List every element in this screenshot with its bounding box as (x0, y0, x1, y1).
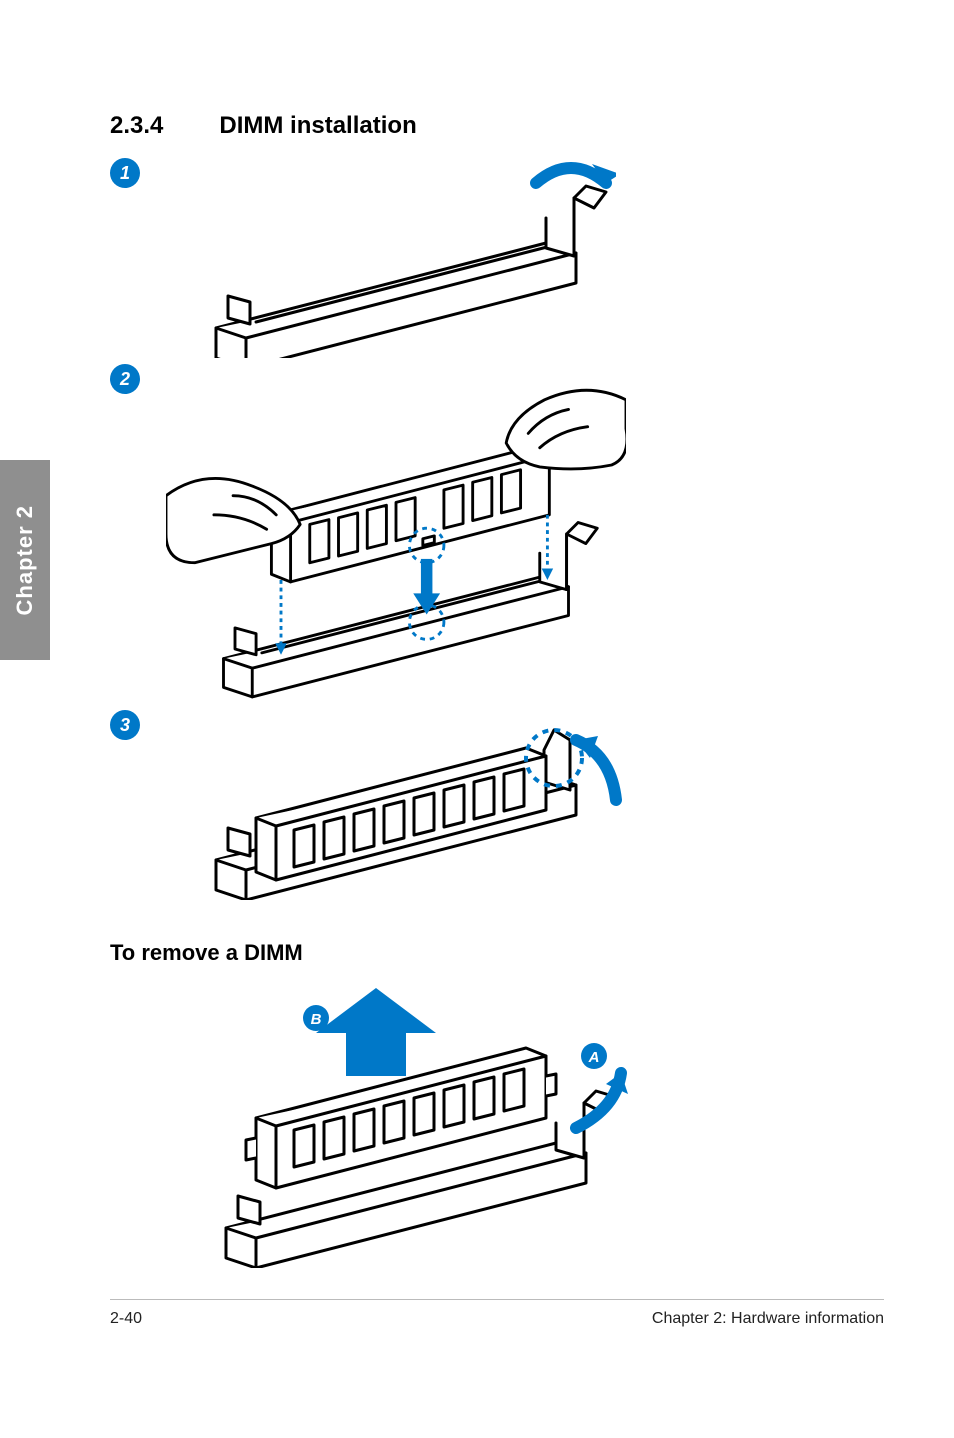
step-2-row: 2 (110, 364, 850, 704)
step-3-diagram (166, 710, 626, 900)
section-number: 2.3.4 (110, 112, 163, 140)
chapter-tab-label: Chapter 2 (12, 505, 38, 615)
content-area: 2.3.4 DIMM installation 1 (110, 112, 850, 1268)
step-3-badge: 3 (110, 710, 140, 740)
remove-label-b: B (311, 1011, 322, 1028)
step-1-number: 1 (120, 163, 130, 184)
remove-label-a: A (588, 1049, 600, 1066)
step-2-diagram (166, 364, 626, 704)
step-1-diagram (166, 158, 626, 358)
step-2-number: 2 (120, 369, 130, 390)
page: Chapter 2 2.3.4 DIMM installation 1 (0, 0, 954, 1438)
chapter-tab: Chapter 2 (0, 460, 50, 660)
step-3-row: 3 (110, 710, 850, 900)
section-title: DIMM installation (219, 112, 416, 140)
footer-chapter: Chapter 2: Hardware information (652, 1310, 884, 1328)
remove-diagram: B A (166, 988, 666, 1268)
step-1-row: 1 (110, 158, 850, 358)
section-heading: 2.3.4 DIMM installation (110, 112, 850, 140)
remove-heading: To remove a DIMM (110, 940, 850, 966)
step-3-number: 3 (120, 715, 130, 736)
step-1-badge: 1 (110, 158, 140, 188)
page-footer: 2-40 Chapter 2: Hardware information (110, 1299, 884, 1328)
step-2-badge: 2 (110, 364, 140, 394)
footer-page-number: 2-40 (110, 1310, 142, 1328)
